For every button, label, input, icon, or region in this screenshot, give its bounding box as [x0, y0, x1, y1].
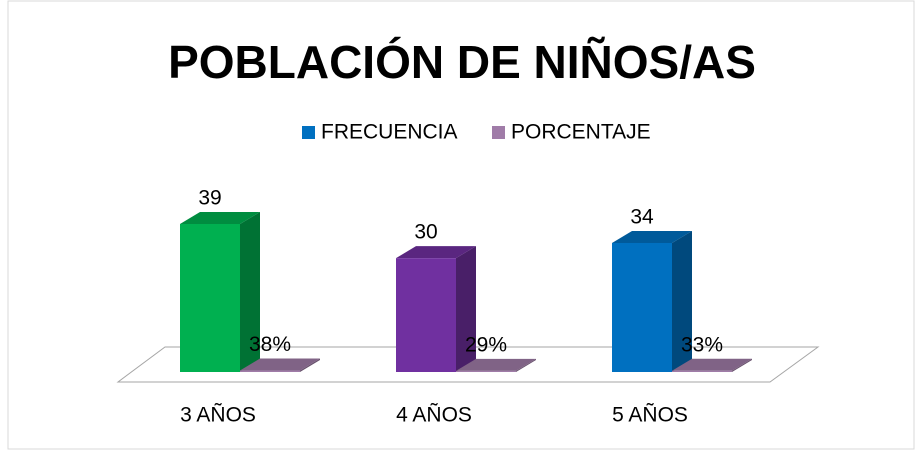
- bar-top: [456, 358, 536, 371]
- bar-front: [672, 370, 732, 372]
- legend-swatch: [302, 126, 315, 139]
- data-label: 38%: [249, 333, 291, 356]
- bar-front: [180, 224, 240, 372]
- bar-front: [612, 242, 672, 372]
- bar: [240, 358, 320, 372]
- bar-side: [300, 358, 320, 372]
- bar-side: [732, 358, 752, 372]
- bar-side: [516, 358, 536, 372]
- bar-top: [396, 246, 476, 259]
- legend-label: PORCENTAJE: [511, 121, 651, 144]
- bar-front: [240, 370, 300, 372]
- data-label: 33%: [681, 333, 723, 356]
- bar-top: [672, 358, 752, 371]
- bar: [612, 230, 692, 372]
- bar-front: [396, 258, 456, 372]
- bar: [456, 358, 536, 372]
- bar-side: [240, 212, 260, 372]
- bar: [180, 212, 260, 372]
- legend-swatch: [492, 126, 505, 139]
- data-label: 29%: [465, 333, 507, 356]
- x-tick-label: 3 AÑOS: [180, 403, 256, 427]
- data-label: 30: [414, 221, 437, 244]
- bar-top: [612, 230, 692, 243]
- bar-top: [180, 212, 260, 224]
- x-tick-label: 5 AÑOS: [612, 403, 688, 427]
- bar-side: [456, 246, 476, 372]
- data-label: 34: [630, 206, 654, 229]
- chart-title: POBLACIÓN DE NIÑOS/AS: [168, 36, 756, 88]
- bar-front: [456, 370, 516, 372]
- data-label: 39: [198, 187, 221, 210]
- bar-side: [672, 230, 692, 372]
- bar: [396, 246, 476, 372]
- legend-label: FRECUENCIA: [321, 121, 458, 144]
- bar-top: [240, 358, 320, 371]
- x-tick-label: 4 AÑOS: [396, 403, 472, 427]
- bar: [672, 358, 752, 372]
